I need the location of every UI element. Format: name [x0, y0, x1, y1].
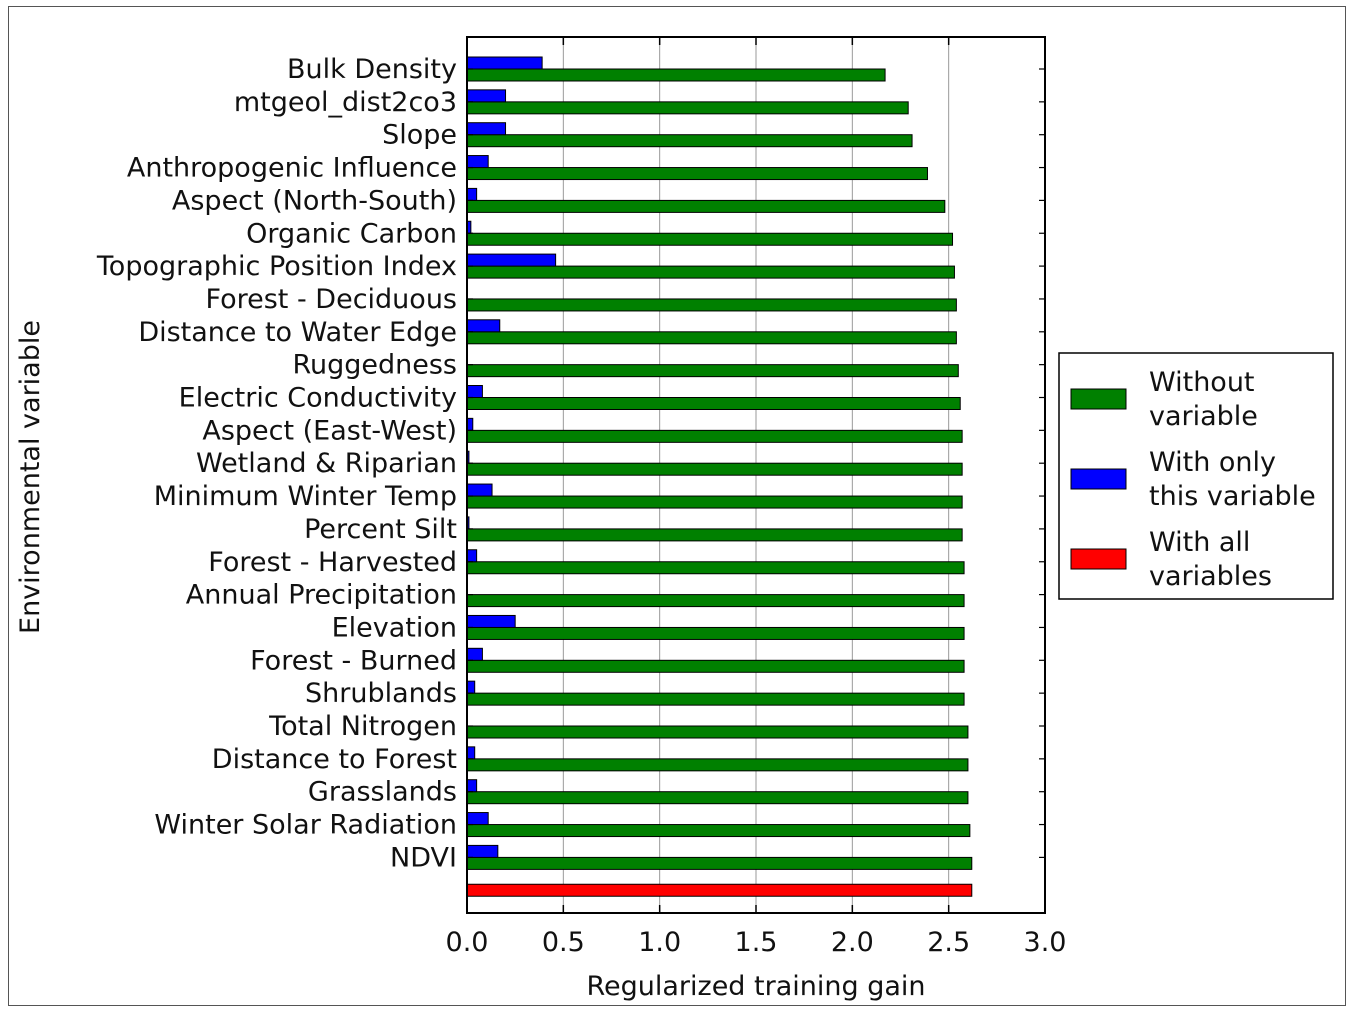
category-label: Distance to Water Edge: [138, 317, 457, 348]
category-label: Elevation: [332, 612, 457, 643]
category-label: Aspect (North-South): [172, 185, 457, 216]
bar-without-variable: [466, 824, 971, 838]
bar-without-variable: [466, 594, 965, 608]
category-label: Forest - Harvested: [208, 547, 457, 578]
bar-without-variable: [466, 791, 969, 805]
y-axis-title: Environmental variable: [15, 320, 46, 634]
category-label: Distance to Forest: [212, 744, 457, 775]
category-label: Minimum Winter Temp: [154, 481, 457, 512]
category-label: Forest - Deciduous: [206, 284, 457, 315]
figure-frame: Bulk Density mtgeol_dist2co3 Slope Anthropo…: [8, 6, 1346, 1006]
bar-without-variable: [466, 331, 957, 345]
bar-without-variable: [466, 199, 946, 213]
x-tick-labels: 0.0 0.5 1.0 1.5 2.0 2.5 3.0: [446, 927, 1067, 958]
legend-label: With only: [1149, 447, 1276, 478]
category-label: Grasslands: [308, 777, 457, 808]
bar-without-variable: [466, 659, 965, 673]
bar-without-variable: [466, 462, 963, 476]
bar-with-only-variable: [466, 253, 557, 267]
x-tick-label: 1.0: [638, 927, 681, 958]
bars: [466, 56, 973, 897]
bar-with-only-variable: [466, 647, 483, 661]
bar-chart: Bulk Densitymtgeol_dist2co3SlopeAnthropo…: [15, 36, 1334, 1002]
category-label: Ruggedness: [292, 350, 457, 381]
bar-with-only-variable: [466, 89, 507, 103]
legend-label: this variable: [1149, 481, 1316, 512]
legend-label: variables: [1149, 561, 1272, 592]
bar-with-only-variable: [466, 483, 493, 497]
category-label: Bulk Density: [287, 54, 457, 85]
category-label: Winter Solar Radiation: [154, 810, 457, 841]
bar-without-variable: [466, 68, 886, 82]
x-tick-label: 0.5: [542, 927, 585, 958]
legend-swatch: [1070, 468, 1127, 490]
bar-with-all-variables: [466, 883, 973, 897]
bar-with-only-variable: [466, 319, 501, 333]
bar-with-only-variable: [466, 746, 476, 760]
category-label: Electric Conductivity: [179, 383, 457, 414]
category-label: NDVI: [390, 842, 457, 873]
x-tick-label: 0.0: [446, 927, 489, 958]
legend-swatch: [1070, 548, 1127, 570]
bar-with-only-variable: [466, 680, 476, 694]
bar-with-only-variable: [466, 844, 499, 858]
bar-without-variable: [466, 495, 963, 509]
bar-with-only-variable: [466, 614, 516, 628]
x-axis-title: Regularized training gain: [586, 971, 925, 1002]
bar-with-only-variable: [466, 812, 489, 826]
bar-without-variable: [466, 101, 909, 115]
legend-swatch: [1070, 388, 1127, 410]
category-label: Percent Silt: [304, 514, 457, 545]
bar-without-variable: [466, 528, 963, 542]
bar-without-variable: [466, 561, 965, 575]
x-tick-label: 1.5: [735, 927, 778, 958]
legend-label: With all: [1149, 527, 1250, 558]
bar-without-variable: [466, 167, 928, 181]
bar-without-variable: [466, 725, 969, 739]
legend-label: variable: [1149, 401, 1258, 432]
legend-label: Without: [1149, 367, 1255, 398]
category-label: Organic Carbon: [246, 218, 457, 249]
category-label: Forest - Burned: [250, 645, 457, 676]
category-label: Slope: [382, 120, 457, 151]
bar-with-only-variable: [466, 122, 507, 136]
category-label: Aspect (East-West): [202, 415, 457, 446]
bar-without-variable: [466, 364, 959, 378]
bar-without-variable: [466, 856, 973, 870]
category-label: Wetland & Riparian: [196, 448, 457, 479]
bar-without-variable: [466, 626, 965, 640]
x-tick-label: 2.0: [831, 927, 874, 958]
category-labels: Bulk Densitymtgeol_dist2co3SlopeAnthropo…: [96, 54, 457, 873]
bar-without-variable: [466, 429, 963, 443]
category-label: Annual Precipitation: [186, 580, 457, 611]
category-label: Anthropogenic Influence: [127, 153, 457, 184]
bar-without-variable: [466, 298, 957, 312]
bar-without-variable: [466, 397, 961, 410]
bar-with-only-variable: [466, 385, 483, 398]
bar-with-only-variable: [466, 549, 478, 563]
x-tick-label: 3.0: [1024, 927, 1067, 958]
bar-without-variable: [466, 134, 913, 148]
category-label: Shrublands: [305, 678, 457, 709]
x-tick-label: 2.5: [927, 927, 970, 958]
bar-without-variable: [466, 265, 955, 279]
bar-without-variable: [466, 692, 965, 706]
bar-with-only-variable: [466, 779, 478, 793]
bar-without-variable: [466, 232, 954, 246]
category-label: Topographic Position Index: [96, 251, 457, 282]
bar-with-only-variable: [466, 187, 478, 201]
bar-with-only-variable: [466, 155, 489, 169]
ticks: [466, 37, 1046, 913]
category-label: Total Nitrogen: [268, 711, 457, 742]
category-label: mtgeol_dist2co3: [234, 87, 457, 118]
bar-with-only-variable: [466, 56, 543, 70]
bar-without-variable: [466, 758, 969, 772]
